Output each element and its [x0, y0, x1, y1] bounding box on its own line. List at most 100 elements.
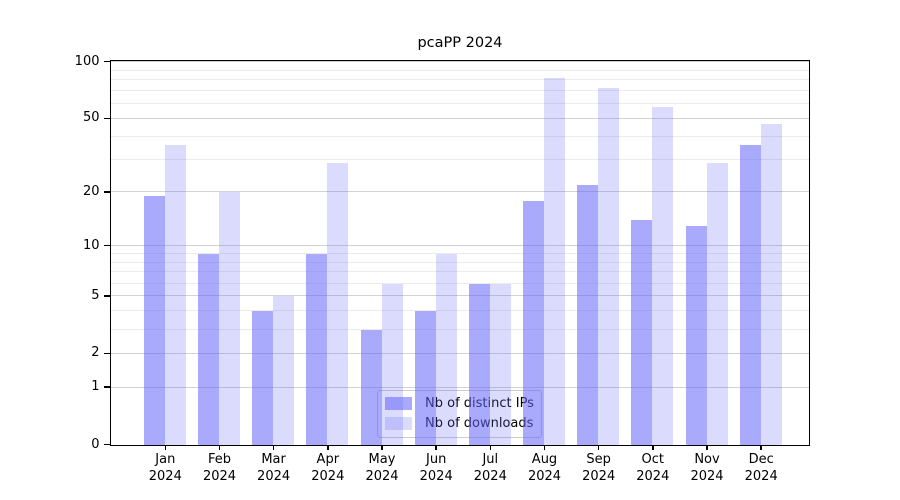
x-tick-month: Aug	[531, 452, 558, 467]
x-tick-month: Jul	[482, 452, 499, 467]
bar-distinct-ips-dec	[739, 145, 761, 445]
y-tick-mark-100	[104, 60, 110, 63]
x-tick-label-nov: Nov 2024	[677, 452, 737, 485]
x-tick-year: 2024	[473, 468, 507, 484]
x-tick-month: Oct	[641, 452, 665, 467]
y-tick-mark-10	[104, 244, 110, 247]
bar-downloads-jul	[489, 283, 511, 445]
x-tick-label-sep: Sep 2024	[569, 452, 629, 485]
x-tick-mark-apr	[327, 444, 329, 450]
x-tick-mark-jul	[489, 444, 492, 450]
y-tick-label-1: 1	[91, 379, 100, 394]
y-tick-label-20: 20	[82, 183, 100, 199]
x-tick-label-jan: Jan 2024	[135, 452, 195, 485]
bar-downloads-oct	[652, 106, 674, 445]
y-tick-label-10: 10	[82, 237, 100, 253]
bar-downloads-sep	[598, 87, 620, 445]
bar-downloads-jan	[164, 145, 186, 445]
major-gridline-10	[111, 245, 809, 246]
y-tick-mark-1	[104, 386, 110, 388]
x-tick-mark-mar	[272, 444, 275, 450]
plot-area: Nb of distinct IPs Nb of downloads	[110, 60, 810, 446]
bar-downloads-nov	[706, 162, 728, 445]
x-tick-year: 2024	[527, 468, 562, 484]
x-tick-year: 2024	[202, 468, 237, 484]
minor-gridline-4	[111, 310, 809, 312]
x-tick-mark-jun	[435, 444, 437, 450]
bar-distinct-ips-nov	[685, 226, 707, 445]
bar-distinct-ips-oct	[631, 220, 653, 445]
x-tick-mark-feb	[218, 444, 221, 450]
minor-gridline-3	[111, 329, 809, 330]
minor-gridline-9	[111, 252, 809, 254]
y-tick-label-2: 2	[91, 345, 100, 361]
minor-gridline-70	[111, 90, 809, 92]
x-tick-label-apr: Apr 2024	[298, 452, 358, 485]
minor-gridline-60	[111, 102, 809, 104]
x-tick-label-mar: Mar 2024	[244, 452, 304, 485]
minor-gridline-40	[111, 135, 809, 137]
x-tick-month: Jun	[426, 452, 447, 467]
chart-title: pcaPP 2024	[417, 35, 503, 51]
minor-gridline-30	[111, 159, 809, 160]
x-tick-mark-sep	[597, 444, 600, 450]
legend-item-distinct-ips: Nb of distinct IPs	[385, 396, 534, 411]
x-tick-label-jun: Jun 2024	[406, 452, 466, 485]
bar-downloads-mar	[273, 296, 295, 445]
bar-distinct-ips-mar	[252, 311, 274, 445]
x-tick-mark-nov	[706, 444, 708, 450]
x-tick-label-may: May 2024	[352, 452, 412, 485]
y-tick-label-50: 50	[82, 110, 100, 126]
major-gridline-100	[111, 61, 809, 62]
x-tick-mark-dec	[760, 444, 762, 450]
legend-swatch-downloads	[385, 417, 412, 430]
x-tick-mark-aug	[543, 444, 546, 450]
bar-downloads-dec	[760, 123, 782, 445]
bar-downloads-may	[381, 283, 403, 445]
x-tick-month: Mar	[261, 452, 286, 467]
x-tick-month: Nov	[694, 452, 720, 467]
x-tick-month: May	[368, 452, 396, 467]
x-tick-month: Dec	[748, 452, 774, 467]
minor-gridline-80	[111, 79, 809, 81]
x-tick-month: Sep	[586, 452, 611, 467]
bar-distinct-ips-jan	[143, 196, 165, 445]
x-tick-month: Jan	[155, 452, 176, 467]
legend-item-downloads: Nb of downloads	[385, 416, 534, 431]
x-tick-year: 2024	[582, 468, 616, 484]
x-tick-year: 2024	[365, 468, 399, 484]
minor-gridline-6	[111, 282, 809, 284]
x-tick-label-jul: Jul 2024	[460, 452, 520, 485]
minor-gridline-8	[111, 261, 809, 263]
bar-distinct-ips-jun	[414, 311, 436, 445]
bar-distinct-ips-jul	[468, 283, 490, 445]
minor-gridline-7	[111, 271, 809, 273]
x-tick-year: 2024	[311, 468, 345, 484]
major-gridline-20	[111, 191, 809, 193]
bar-downloads-jun	[435, 253, 457, 445]
bar-distinct-ips-aug	[523, 200, 544, 445]
x-tick-label-oct: Oct 2024	[623, 452, 683, 485]
y-tick-mark-2	[104, 352, 110, 355]
legend-swatch-distinct-ips	[385, 397, 412, 410]
major-gridline-50	[111, 117, 809, 119]
major-gridline-1	[111, 386, 809, 388]
y-tick-label-0: 0	[91, 436, 100, 452]
x-tick-year: 2024	[257, 468, 291, 484]
bar-distinct-ips-may	[360, 330, 382, 445]
x-tick-year: 2024	[148, 468, 182, 484]
x-tick-label-dec: Dec 2024	[731, 452, 791, 485]
bar-downloads-feb	[219, 192, 240, 445]
x-tick-month: Apr	[316, 452, 340, 467]
x-tick-year: 2024	[419, 468, 453, 484]
y-tick-mark-0	[104, 443, 110, 446]
bar-distinct-ips-sep	[577, 184, 599, 445]
x-tick-label-feb: Feb 2024	[190, 452, 250, 485]
bar-distinct-ips-feb	[198, 253, 219, 445]
bar-downloads-aug	[544, 78, 565, 445]
x-tick-month: Feb	[207, 452, 232, 467]
y-tick-mark-20	[104, 191, 110, 193]
bar-distinct-ips-apr	[306, 253, 328, 445]
x-tick-year: 2024	[744, 468, 778, 484]
